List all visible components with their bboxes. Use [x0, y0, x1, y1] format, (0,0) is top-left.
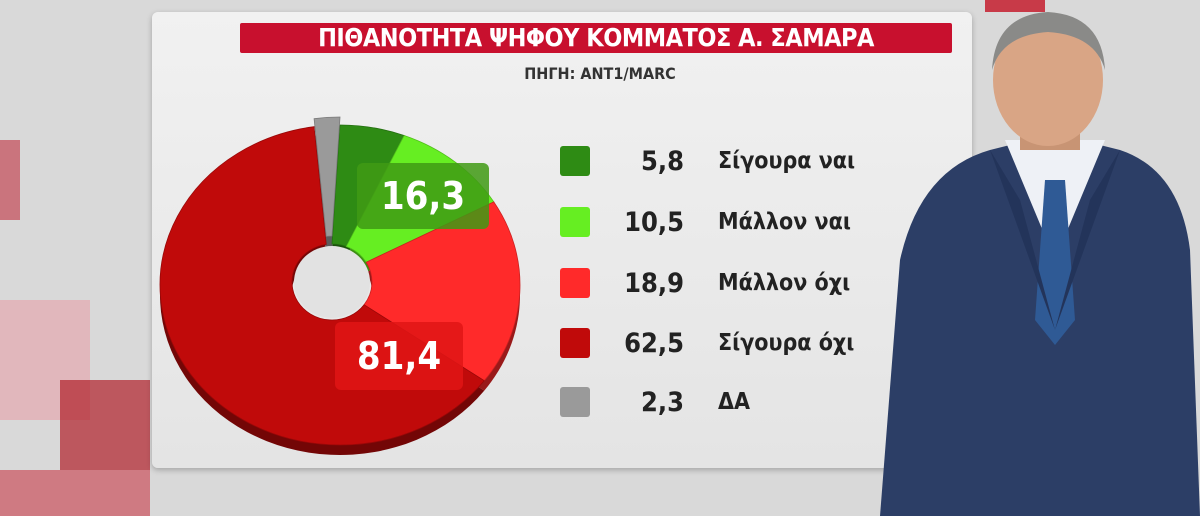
legend-value: 62,5 — [624, 327, 684, 359]
legend-label: ΔΑ — [718, 389, 751, 415]
legend-label: Σίγουρα ναι — [718, 148, 856, 174]
legend-swatch — [560, 207, 590, 237]
legend-swatch — [560, 268, 590, 298]
group-label-no: 81,4 — [335, 322, 463, 390]
legend-item: 2,3 ΔΑ — [560, 382, 750, 422]
slice-ΔΑ — [313, 116, 341, 237]
legend-item: 5,8 Σίγουρα ναι — [560, 141, 855, 181]
legend-item: 18,9 Μάλλον όχι — [560, 263, 850, 303]
bg-square — [0, 140, 20, 220]
legend-value: 2,3 — [640, 386, 684, 418]
bg-square — [60, 380, 150, 470]
legend-value: 18,9 — [624, 267, 684, 299]
legend-value: 5,8 — [640, 145, 684, 177]
slice-Μάλλον-όχι — [363, 201, 521, 382]
legend-label: Μάλλον όχι — [718, 270, 851, 296]
legend-swatch — [560, 146, 590, 176]
donut-hole — [294, 246, 370, 318]
legend-item: 10,5 Μάλλον ναι — [560, 202, 851, 242]
legend-value: 10,5 — [624, 206, 684, 238]
legend-item: 62,5 Σίγουρα όχι — [560, 323, 854, 363]
legend-swatch — [560, 328, 590, 358]
legend-swatch — [560, 387, 590, 417]
bg-square — [985, 0, 1045, 12]
person-photo — [880, 12, 1200, 516]
bg-square — [0, 470, 150, 516]
legend-label: Σίγουρα όχι — [718, 330, 855, 356]
chart-source: ΠΗΓΗ: ANT1/MARC — [524, 64, 676, 83]
group-label-yes: 16,3 — [357, 163, 489, 229]
chart-title: ΠΙΘΑΝΟΤΗΤΑ ΨΗΦΟΥ ΚΟΜΜΑΤΟΣ Α. ΣΑΜΑΡΑ — [240, 23, 952, 53]
legend-label: Μάλλον ναι — [718, 209, 851, 235]
